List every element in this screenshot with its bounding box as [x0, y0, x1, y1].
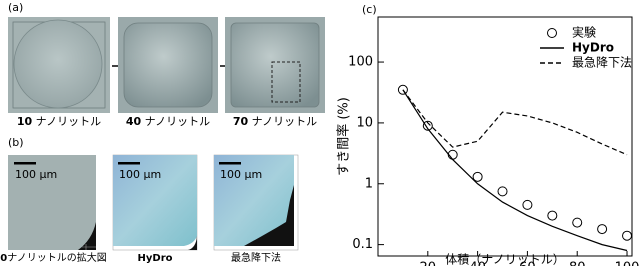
plot-frame	[377, 16, 633, 257]
scale-bar-label: 100 µm	[119, 168, 161, 181]
caption: 10 ナノリットル	[17, 115, 101, 128]
caption: HyDro	[138, 253, 173, 264]
x-tick-label: 60	[519, 261, 536, 266]
caption: 70 ナノリットル	[233, 115, 317, 128]
scale-bar-label: 100 µm	[220, 168, 262, 181]
panel-label: (c)	[362, 3, 377, 16]
data-point	[622, 230, 633, 241]
x-axis-label: 体積（ナノリットル）	[445, 252, 564, 266]
caption-number: 70	[0, 253, 7, 264]
y-tick-label: 10	[356, 115, 373, 130]
caption-unit: ナノリットル	[141, 115, 210, 128]
data-point	[572, 217, 583, 228]
image	[118, 17, 218, 113]
caption-number: 70	[233, 115, 249, 128]
data-point	[522, 199, 533, 210]
image	[213, 154, 299, 251]
x-tick-label: 40	[469, 261, 486, 266]
x-tick-label: 80	[569, 261, 586, 266]
data-point	[422, 120, 433, 131]
x-tick-label: 20	[420, 261, 437, 266]
caption: 40 ナノリットル	[126, 115, 210, 128]
panel-label: (a)	[8, 1, 23, 14]
data-point	[547, 210, 558, 221]
legend-marker	[547, 28, 557, 38]
data-point	[472, 171, 483, 182]
caption-unit: ナノリットル	[32, 115, 101, 128]
legend-label: HyDro	[572, 41, 614, 55]
y-tick-label: 100	[348, 55, 373, 70]
image	[225, 17, 325, 113]
image	[8, 17, 110, 113]
caption: 70ナノリットルの拡大図	[0, 251, 107, 264]
caption-number: 40	[126, 115, 142, 128]
caption-number: 10	[17, 115, 33, 128]
scale-bar-label: 100 µm	[15, 168, 57, 181]
x-tick-label: 100	[615, 261, 640, 266]
image	[8, 155, 96, 250]
series-line	[402, 89, 628, 252]
caption: 最急降下法	[231, 251, 281, 264]
data-point	[497, 186, 508, 197]
legend-label: 最急降下法	[572, 55, 632, 70]
series-line	[402, 89, 628, 156]
legend-label: 実験	[572, 25, 596, 40]
y-tick-label: 0.1	[352, 237, 373, 252]
y-axis-label: すき間率 (%)	[336, 97, 352, 176]
data-point	[597, 224, 608, 235]
caption-unit: ナノリットルの拡大図	[7, 251, 107, 264]
panel-label: (b)	[8, 136, 24, 149]
image	[112, 154, 198, 251]
caption-unit: ナノリットル	[248, 115, 317, 128]
y-tick-label: 1	[365, 176, 373, 191]
